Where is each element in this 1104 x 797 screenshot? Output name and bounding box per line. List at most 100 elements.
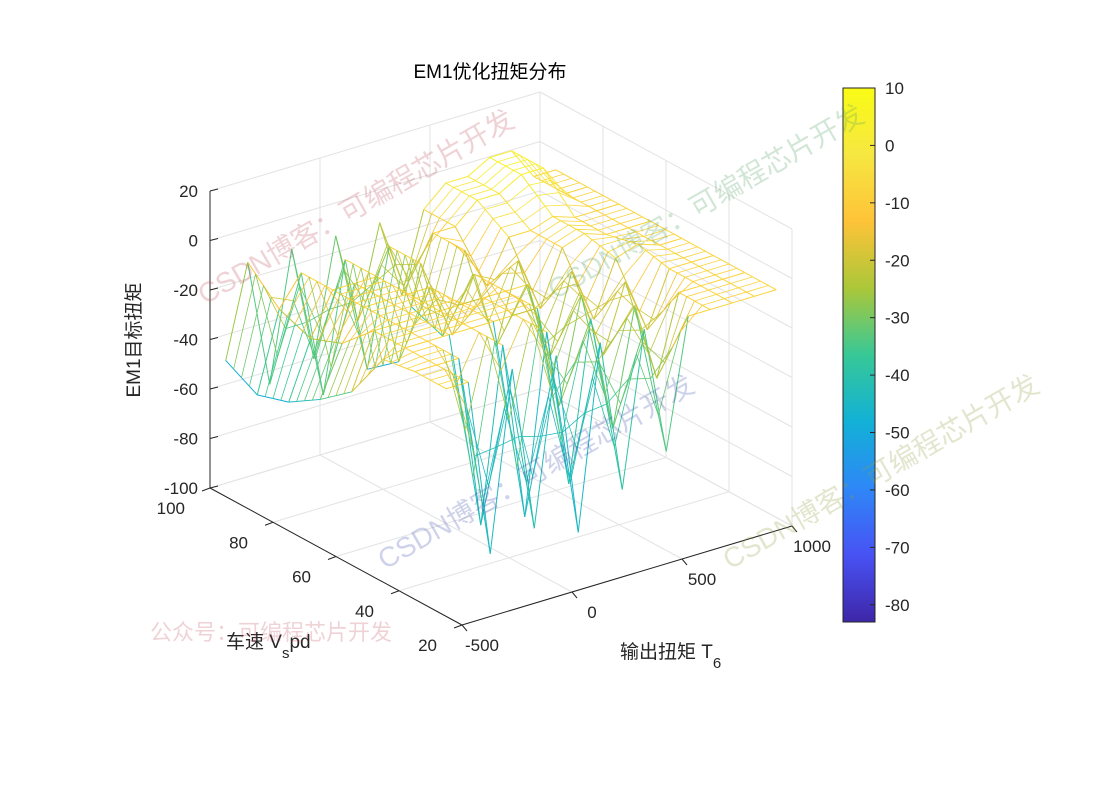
mesh-line-x	[462, 209, 486, 242]
mesh-line-x	[373, 264, 396, 284]
mesh-line-x	[710, 302, 733, 311]
mesh-line-x	[394, 297, 417, 306]
mesh-line-x	[264, 316, 288, 397]
mesh-line-x	[425, 314, 448, 323]
mesh-line-x	[451, 273, 475, 336]
mesh-line-x	[563, 280, 587, 302]
mesh-line-x	[486, 336, 510, 420]
x-axis-label: 输出扭矩 T6	[620, 641, 721, 672]
mesh-line-x	[376, 276, 400, 362]
mesh-line-x	[522, 318, 546, 353]
mesh-line-x	[302, 285, 326, 332]
mesh-line-x	[477, 305, 500, 314]
mesh-line-x	[438, 377, 461, 385]
mesh-line-x	[406, 360, 430, 369]
mesh-line-x	[527, 159, 550, 186]
colorbar-tick-label: -80	[885, 596, 910, 615]
back-wall-gridline-z	[209, 91, 541, 192]
mesh-line-x	[233, 273, 257, 370]
mesh-line-x	[447, 195, 470, 223]
mesh-line-x	[494, 254, 517, 280]
mesh-line-x	[411, 325, 434, 334]
mesh-line-x	[444, 369, 467, 408]
mesh-line-x	[524, 238, 547, 274]
mesh-line-x	[461, 184, 484, 193]
y-tick	[327, 556, 337, 560]
mesh-line-x	[449, 327, 472, 336]
mesh-line-x	[558, 192, 582, 203]
x-tick-label: 1000	[793, 537, 831, 556]
mesh-line-x	[348, 291, 371, 299]
watermark: CSDN博客：可编程芯片开发	[543, 99, 870, 306]
mesh-line-x	[538, 327, 562, 441]
mesh-line-x	[470, 218, 494, 257]
mesh-line-x	[607, 241, 631, 253]
mesh-line-x	[590, 218, 613, 227]
mesh-line-x	[419, 330, 442, 338]
mesh-line-x	[425, 222, 448, 249]
mesh-line-x	[670, 281, 694, 303]
mesh-line-x	[310, 289, 334, 339]
mesh-line-x	[326, 298, 349, 342]
mesh-line-x	[557, 292, 580, 342]
mesh-line-x	[573, 190, 596, 199]
mesh-line-x	[664, 296, 688, 363]
mesh-line-x	[491, 295, 514, 303]
mesh-line-x	[525, 395, 549, 483]
mesh-line-x	[595, 291, 618, 335]
mesh-line-x	[598, 223, 621, 231]
mesh-line-x	[318, 294, 341, 340]
mesh-line-x	[621, 236, 645, 240]
mesh-line-x	[456, 245, 480, 272]
mesh-line-x	[624, 281, 648, 330]
mesh-line-x	[692, 274, 715, 282]
mesh-line-x	[444, 289, 467, 318]
mesh-line-x	[620, 216, 643, 224]
mesh-line-x	[324, 285, 348, 312]
mesh-line-x	[285, 321, 308, 329]
mesh-line-x	[511, 368, 535, 529]
mesh-line-x	[639, 262, 662, 313]
mesh-line-x	[422, 305, 445, 318]
mesh-line-x	[634, 305, 658, 379]
mesh-line-x	[263, 285, 286, 329]
mesh-line-x	[286, 276, 310, 317]
colorbar-tick-label: 0	[885, 136, 894, 155]
mesh-line-x	[300, 272, 324, 395]
mesh-line-x	[491, 170, 514, 190]
mesh-line-x	[732, 295, 755, 304]
mesh-line-x	[426, 241, 450, 322]
z-tick-label: -60	[173, 380, 198, 399]
mesh-line-x	[447, 308, 470, 316]
back-wall-gridline-z	[209, 388, 541, 489]
mesh-line-x	[544, 204, 567, 207]
mesh-line-x	[662, 277, 686, 312]
y-tick	[390, 590, 400, 595]
mesh-line-x	[450, 354, 474, 478]
mesh-line-x	[722, 272, 745, 280]
mesh-line-x	[621, 329, 645, 490]
colorbar: 10 0 -10 -20 -30 -40 -50 -60 -70 -80	[842, 79, 910, 623]
mesh-line-x	[592, 236, 615, 241]
mesh-line-x	[469, 188, 492, 197]
mesh-line-x	[356, 295, 379, 304]
mesh-line-x	[568, 318, 592, 484]
mesh-line-x	[327, 340, 351, 398]
mesh-line-x	[485, 310, 508, 318]
mesh-line-x	[584, 233, 607, 235]
mesh-line-x	[503, 407, 527, 483]
mesh-line-x	[389, 332, 412, 340]
mesh-line-x	[530, 216, 554, 231]
mesh-line-x	[477, 193, 500, 201]
mesh-line-x	[540, 431, 563, 437]
axes-grid	[209, 91, 793, 626]
mesh-line-x	[370, 284, 393, 293]
chart-title: EM1优化扭矩分布	[413, 61, 566, 83]
mesh-line-x	[566, 204, 589, 207]
floor-gridline-y	[272, 422, 604, 523]
mesh-line-x	[428, 353, 451, 362]
mesh-surface	[225, 150, 777, 554]
mesh-line-x	[542, 167, 566, 194]
mesh-line-x	[568, 224, 591, 227]
mesh-line-x	[398, 263, 422, 362]
